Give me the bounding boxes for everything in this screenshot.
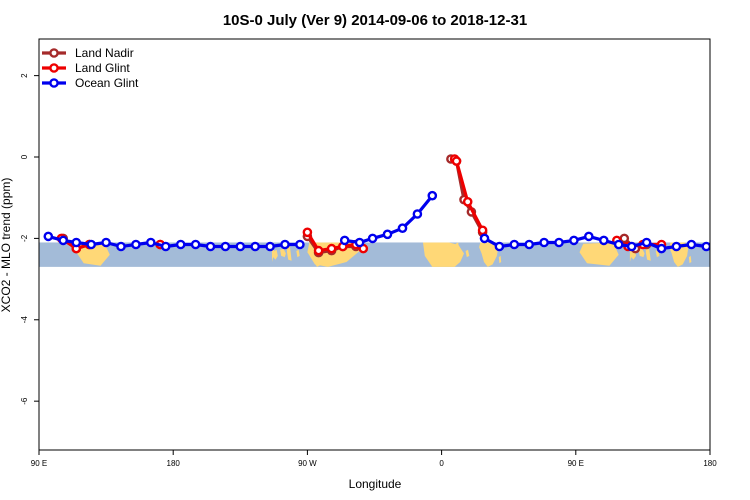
data-point bbox=[509, 239, 520, 250]
data-point bbox=[354, 237, 365, 248]
data-point bbox=[539, 237, 549, 248]
x-axis-label: Longitude bbox=[349, 477, 402, 491]
data-point bbox=[599, 235, 609, 246]
data-point bbox=[250, 241, 260, 252]
series-layer bbox=[43, 154, 710, 258]
data-point bbox=[235, 241, 246, 252]
data-point bbox=[175, 239, 186, 250]
data-point bbox=[569, 235, 579, 246]
data-point bbox=[479, 233, 490, 244]
series-ocean-glint bbox=[43, 190, 710, 254]
y-axis: -6 -4 -2 0 2 bbox=[20, 73, 39, 405]
land-shape bbox=[688, 255, 692, 264]
data-point bbox=[86, 239, 96, 250]
data-point bbox=[43, 231, 54, 242]
data-point bbox=[397, 223, 408, 233]
data-point bbox=[145, 237, 156, 248]
land-shape bbox=[296, 249, 300, 258]
data-point bbox=[701, 241, 710, 252]
data-point bbox=[339, 235, 350, 246]
y-tick-label: -2 bbox=[20, 234, 29, 242]
y-tick-label: -4 bbox=[20, 316, 29, 324]
data-point bbox=[613, 239, 624, 250]
data-point bbox=[554, 237, 564, 248]
x-axis: 90 E 180 90 W 0 90 E 180 bbox=[31, 450, 717, 468]
x-tick-label: 180 bbox=[703, 459, 717, 468]
data-point bbox=[686, 239, 697, 250]
data-point bbox=[427, 190, 438, 201]
plot-frame bbox=[38, 38, 711, 451]
data-point bbox=[462, 196, 473, 207]
data-point bbox=[313, 245, 324, 256]
data-point bbox=[494, 241, 505, 252]
land-shape bbox=[498, 255, 502, 264]
y-tick-label: 2 bbox=[20, 73, 29, 78]
data-point bbox=[584, 231, 594, 242]
legend-marker bbox=[49, 78, 59, 88]
data-point bbox=[641, 237, 652, 248]
data-point bbox=[451, 156, 462, 166]
legend-item: Land Nadir bbox=[42, 46, 134, 60]
land-shape bbox=[479, 242, 499, 267]
legend-item: Ocean Glint bbox=[42, 76, 139, 90]
data-point bbox=[265, 241, 275, 252]
y-tick-label: -6 bbox=[20, 397, 29, 405]
series-line bbox=[483, 234, 707, 251]
legend-item: Land Glint bbox=[42, 61, 130, 75]
x-tick-label: 90 E bbox=[31, 459, 47, 468]
legend-label: Ocean Glint bbox=[75, 76, 139, 90]
land-shape bbox=[280, 248, 286, 258]
data-point bbox=[190, 239, 201, 250]
data-point bbox=[220, 241, 231, 252]
chart-title: 10S-0 July (Ver 9) 2014-09-06 to 2018-12… bbox=[223, 12, 527, 29]
data-point bbox=[412, 209, 423, 219]
data-point bbox=[626, 241, 637, 252]
data-point bbox=[367, 233, 378, 244]
legend-marker bbox=[49, 48, 59, 58]
legend-label: Land Nadir bbox=[75, 46, 134, 60]
data-point bbox=[524, 239, 535, 250]
data-point bbox=[382, 229, 393, 240]
data-point bbox=[656, 243, 667, 254]
y-tick-label: 0 bbox=[20, 154, 29, 159]
data-point bbox=[302, 227, 313, 238]
series-line bbox=[453, 157, 485, 232]
world-map-band bbox=[39, 242, 710, 267]
land-shape-australasia bbox=[76, 242, 110, 266]
legend-label: Land Glint bbox=[75, 61, 130, 75]
x-tick-label: 0 bbox=[439, 459, 444, 468]
land-shape-australasia bbox=[579, 242, 619, 266]
data-point bbox=[101, 237, 111, 248]
land-shape-africa bbox=[423, 242, 464, 267]
data-point bbox=[326, 243, 337, 254]
data-point bbox=[58, 235, 69, 246]
data-point bbox=[116, 241, 126, 252]
x-tick-label: 90 E bbox=[568, 459, 584, 468]
x-tick-label: 90 W bbox=[298, 459, 317, 468]
data-point bbox=[205, 241, 216, 252]
data-point bbox=[131, 239, 141, 250]
x-tick-label: 180 bbox=[167, 459, 181, 468]
data-point bbox=[71, 237, 82, 248]
land-shape bbox=[638, 248, 645, 258]
legend-marker bbox=[49, 63, 59, 73]
data-point bbox=[295, 239, 305, 250]
land-shape bbox=[465, 249, 470, 258]
data-point bbox=[280, 239, 290, 250]
y-axis-label: XCO2 - MLO trend (ppm) bbox=[0, 178, 13, 313]
data-point bbox=[477, 225, 488, 236]
data-point bbox=[671, 241, 682, 252]
data-point bbox=[160, 241, 171, 252]
